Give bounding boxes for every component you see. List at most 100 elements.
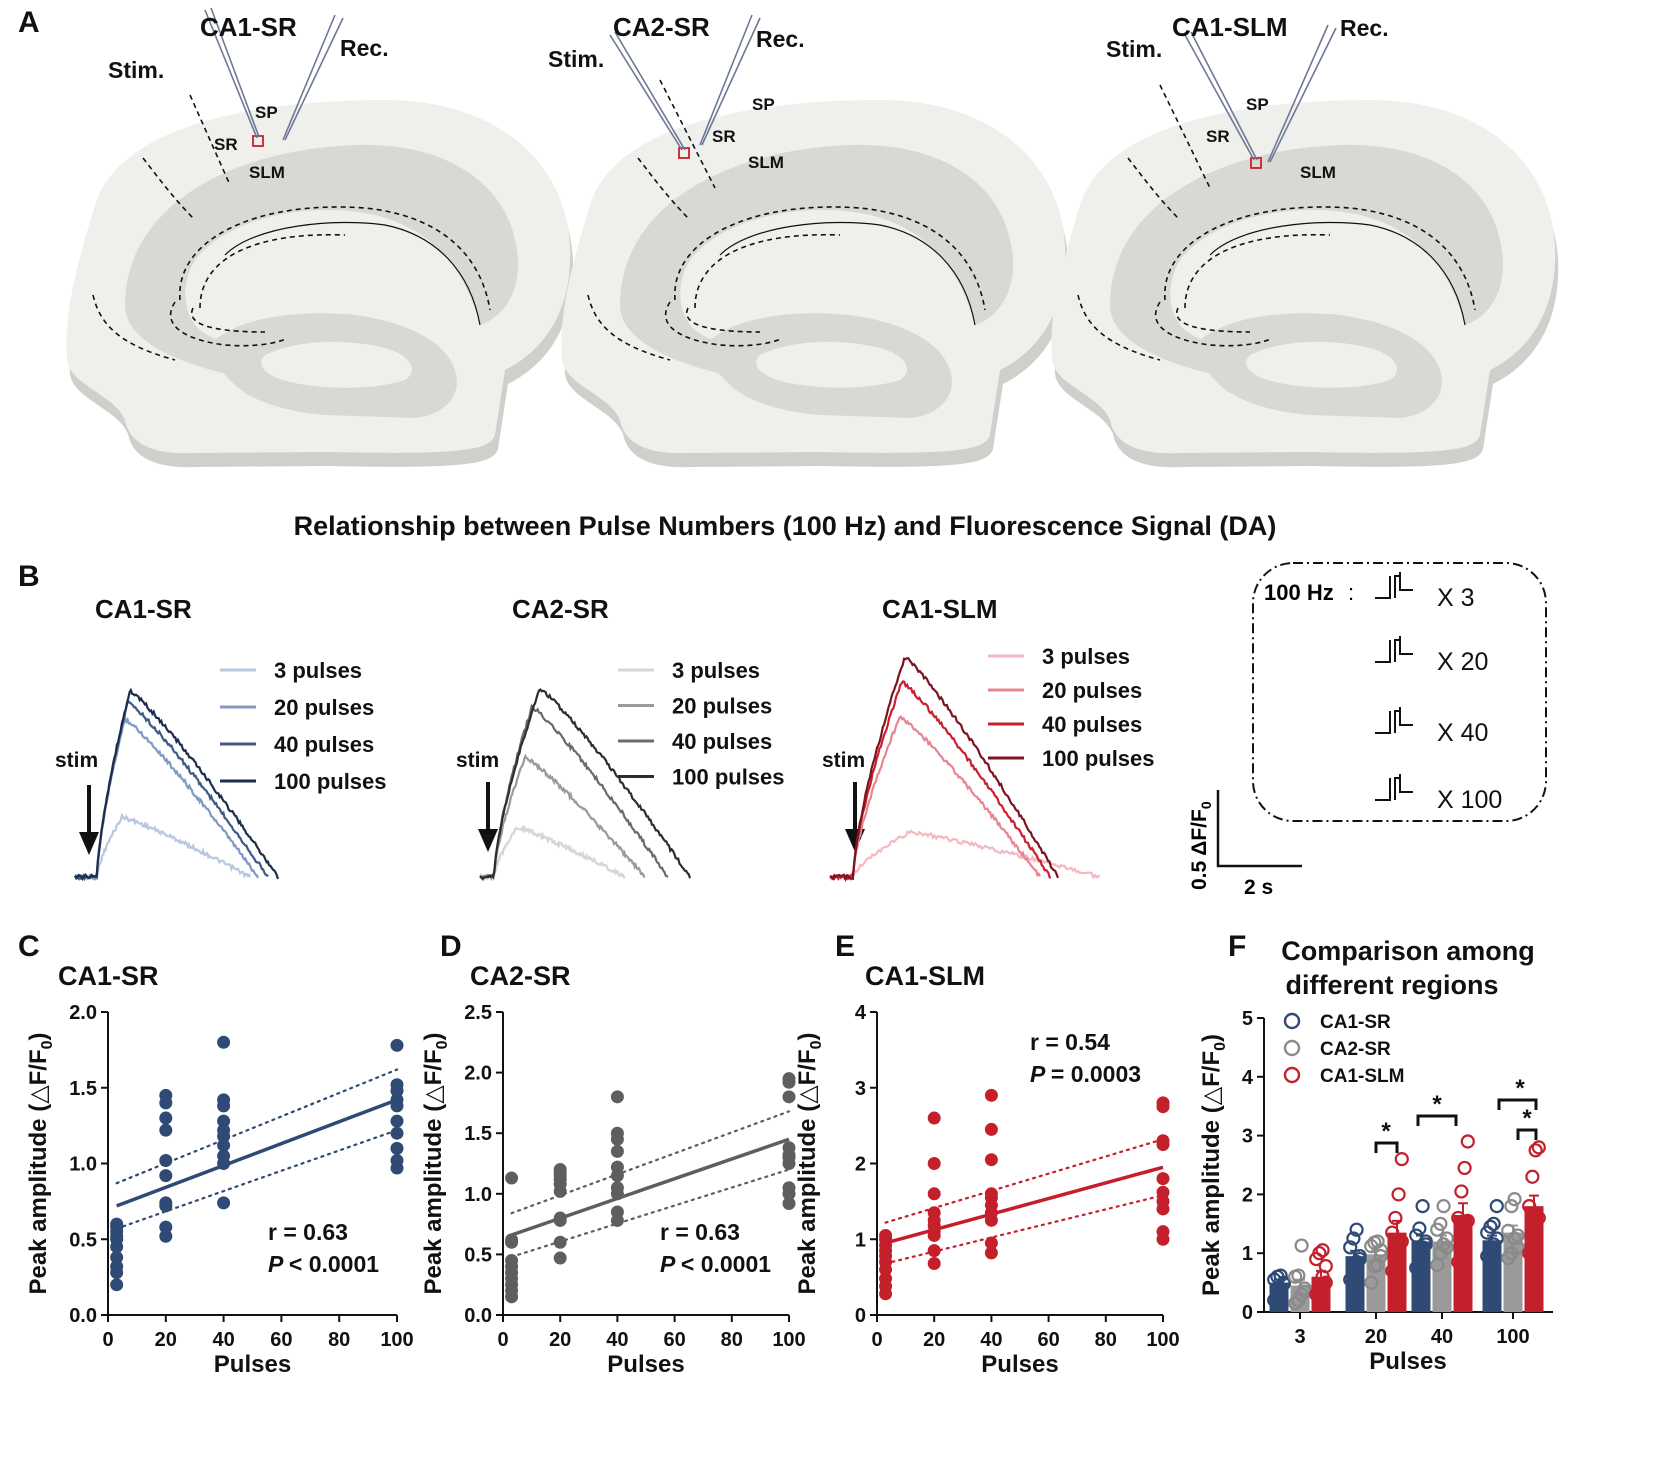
data-point	[1394, 1234, 1409, 1249]
data-point	[217, 1093, 231, 1107]
pulse-train-icon	[1375, 572, 1413, 599]
data-point	[927, 1206, 941, 1220]
data-point	[879, 1272, 893, 1286]
data-point	[1525, 1240, 1540, 1255]
data-point	[1409, 1260, 1424, 1276]
rec-label: Rec.	[756, 26, 805, 52]
y-tick-label: 1.5	[69, 1078, 97, 1100]
data-point	[390, 1078, 404, 1092]
data-point	[1385, 1225, 1400, 1240]
panel-label-a: A	[18, 6, 40, 39]
data-point	[1373, 1249, 1388, 1264]
stim-arrow	[79, 785, 99, 855]
pulse-count-label: X 3	[1437, 584, 1475, 612]
data-point	[1156, 1194, 1170, 1208]
pulse-train-icon	[1375, 774, 1413, 801]
stat-p: P < 0.0001	[660, 1251, 771, 1277]
legend-label: 40 pulses	[672, 729, 772, 754]
slice-ca1-slm	[1050, 24, 1560, 469]
trace-100-pulses	[829, 657, 1060, 882]
data-point	[1391, 1187, 1406, 1202]
data-point	[1349, 1222, 1364, 1237]
stat-r: r = 0.63	[268, 1219, 348, 1245]
pulse-train-row: X 20	[1375, 636, 1488, 676]
stim-label: stim	[822, 749, 865, 772]
data-point	[1388, 1210, 1403, 1226]
data-point	[610, 1090, 624, 1104]
x-axis-label: Pulses	[1369, 1348, 1446, 1375]
data-point	[1525, 1169, 1540, 1184]
data-point	[110, 1278, 124, 1292]
x-tick-label: 0	[871, 1329, 882, 1351]
x-tick-label: 3	[1294, 1326, 1305, 1348]
data-point	[984, 1187, 998, 1201]
chart-title: CA1-SLM	[865, 961, 985, 991]
scale-bar-y-label: 0.5 ΔF/F0	[1188, 801, 1214, 890]
panel-b-title: Relationship between Pulse Numbers (100 …	[293, 511, 1277, 541]
slice-ca1-sr	[65, 7, 575, 469]
pulse-count-label: X 40	[1437, 719, 1488, 747]
pulse-train-icon	[1375, 636, 1413, 663]
significance-star: *	[1522, 1105, 1532, 1132]
data-point	[610, 1205, 624, 1219]
y-axis-label: Peak amplitude (△F/F0)	[1198, 1034, 1229, 1296]
data-point	[1418, 1237, 1433, 1252]
slice-title: CA2-SR	[613, 12, 710, 42]
stim-label: Stim.	[548, 46, 604, 72]
data-point	[1156, 1185, 1170, 1199]
sp-label: SP	[1246, 95, 1269, 114]
x-tick-label: 40	[1431, 1326, 1453, 1348]
data-point	[553, 1211, 567, 1225]
data-point	[782, 1181, 796, 1195]
x-tick-label: 20	[549, 1329, 571, 1351]
data-point	[1346, 1262, 1361, 1277]
data-point	[1273, 1268, 1288, 1283]
rec-electrode	[1267, 24, 1337, 163]
panel-label-c: C	[18, 930, 40, 963]
x-axis-label: Pulses	[981, 1351, 1058, 1378]
y-axis-label: Peak amplitude (△F/F0)	[794, 1032, 825, 1294]
data-point	[159, 1123, 173, 1137]
panel-label-d: D	[440, 930, 462, 963]
ci-lower-line	[884, 1194, 1165, 1265]
data-point	[610, 1126, 624, 1140]
data-point	[1385, 1263, 1400, 1278]
data-point	[110, 1250, 124, 1264]
sr-label: SR	[1206, 127, 1230, 146]
data-point	[217, 1138, 231, 1152]
y-tick-label: 0.5	[69, 1229, 97, 1251]
x-tick-label: 100	[772, 1329, 805, 1351]
data-point	[1531, 1140, 1546, 1155]
significance-star: *	[1432, 1091, 1442, 1118]
stim-arrow	[478, 782, 498, 852]
legend-label: 100 pulses	[274, 769, 387, 794]
chart-title: CA1-SR	[58, 961, 159, 991]
legend-label: 40 pulses	[274, 732, 374, 757]
data-point	[1291, 1268, 1306, 1283]
trace-group-title: CA1-SLM	[882, 594, 998, 624]
data-point	[1156, 1225, 1170, 1239]
protocol-colon: :	[1348, 580, 1354, 605]
data-point	[217, 1123, 231, 1137]
regression-line	[885, 1165, 1164, 1245]
legend-label: 20 pulses	[274, 695, 374, 720]
stim-label: Stim.	[108, 57, 164, 83]
slm-label: SLM	[1300, 163, 1336, 182]
traces-layer	[74, 657, 1101, 882]
pulse-train-row: X 3	[1375, 572, 1475, 612]
data-point	[1156, 1134, 1170, 1148]
x-tick-label: 100	[1146, 1329, 1179, 1351]
y-tick-label: 1.5	[464, 1123, 492, 1145]
ci-upper-line	[510, 1110, 791, 1215]
y-tick-label: 2.5	[464, 1002, 492, 1024]
data-point	[1343, 1240, 1358, 1255]
data-point	[217, 1149, 231, 1163]
data-point	[610, 1181, 624, 1195]
rec-electrode	[282, 14, 344, 141]
y-tick-label: 4	[1242, 1067, 1254, 1089]
y-tick-label: 3	[1242, 1126, 1253, 1148]
stat-r: r = 0.63	[660, 1219, 740, 1245]
data-point	[217, 1035, 231, 1049]
